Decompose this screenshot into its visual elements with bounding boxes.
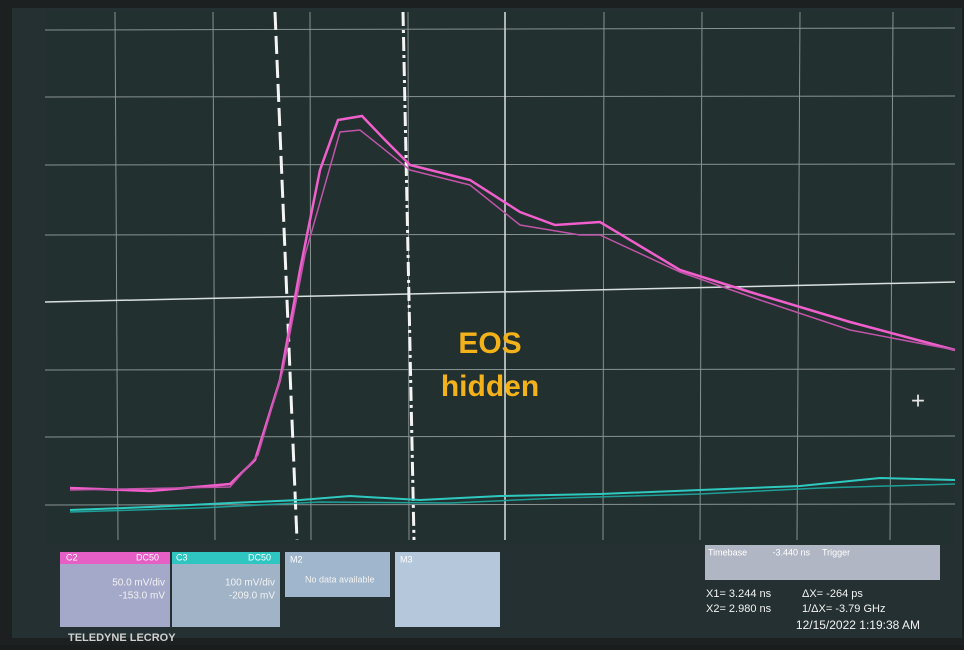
cursor-x1-readout: X1= 3.244 ns <box>706 588 772 600</box>
timebase-label: Timebase <box>708 547 747 557</box>
channel-scale: 100 mV/div <box>225 578 275 589</box>
overlay-text: hidden <box>441 370 539 403</box>
channel-coupling: DC50 <box>248 552 271 562</box>
math-message: No data available <box>305 574 375 584</box>
timebase-value: -3.440 ns <box>772 547 810 557</box>
cursor-x2-readout: X2= 2.980 ns <box>706 603 772 615</box>
math-name: M2 <box>290 554 303 564</box>
overlay-text: EOS <box>458 327 521 360</box>
page: EOS hidden + C2 DC50 50.0 mV/div -153.0 … <box>0 0 964 645</box>
channel-name: C3 <box>176 552 188 562</box>
trigger-label: Trigger <box>822 547 850 557</box>
math-name: M3 <box>400 554 413 564</box>
graticule-area <box>45 10 955 545</box>
cursor-dx-readout: ΔX= -264 ps <box>802 588 863 600</box>
channel-offset: -209.0 mV <box>229 591 275 602</box>
channel-coupling: DC50 <box>136 552 159 562</box>
cursor-inv-readout: 1/ΔX= -3.79 GHz <box>802 603 885 615</box>
channel-scale: 50.0 mV/div <box>112 578 165 589</box>
brand: TELEDYNE LECROY <box>68 632 176 644</box>
channel-name: C2 <box>66 552 78 562</box>
datetime: 12/15/2022 1:19:38 AM <box>796 618 920 632</box>
cross-marker: + <box>911 387 925 414</box>
scope-photo: EOS hidden + C2 DC50 50.0 mV/div -153.0 … <box>0 0 964 645</box>
channel-offset: -153.0 mV <box>119 591 165 602</box>
